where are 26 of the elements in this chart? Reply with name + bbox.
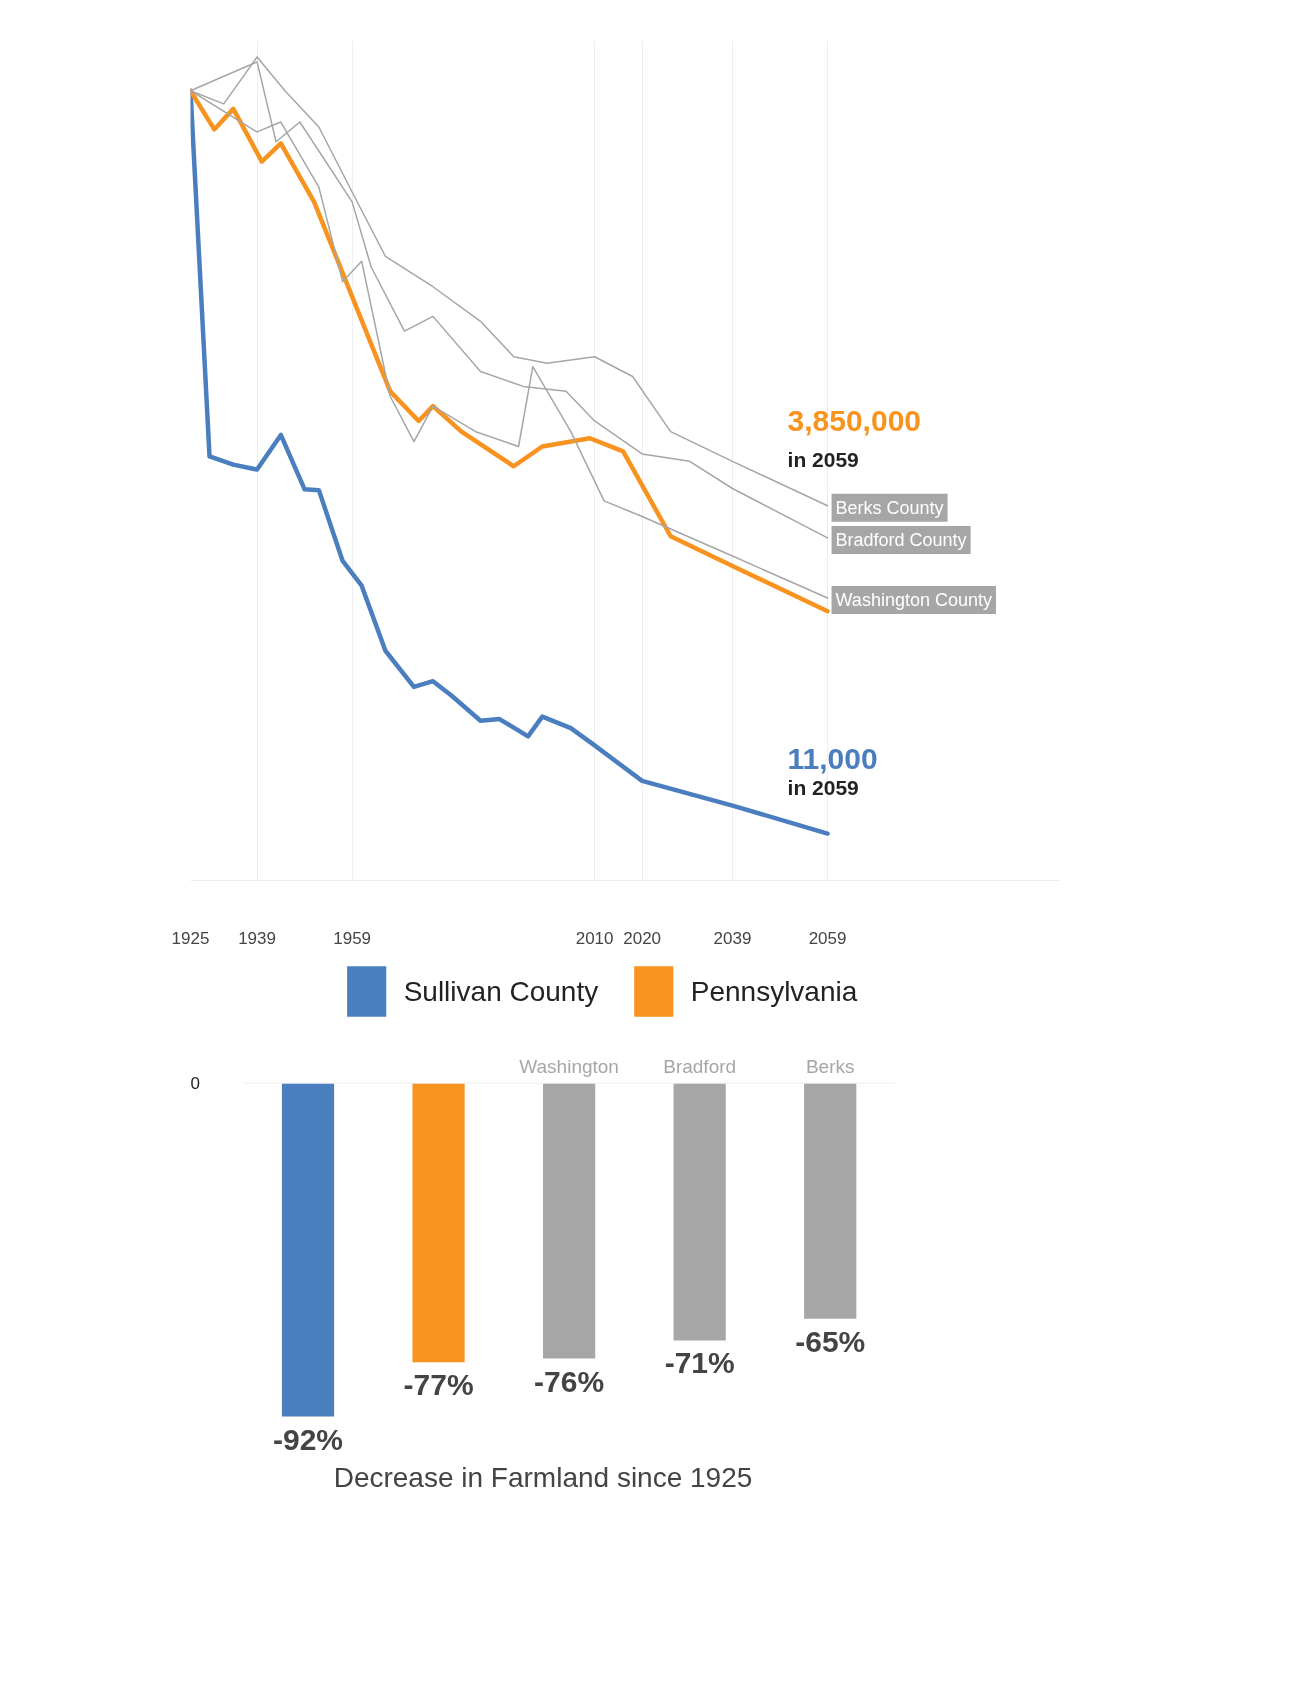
text: 0: [190, 1074, 200, 1094]
x-tick-label: 2039: [713, 928, 752, 948]
data-label: -76%: [534, 1364, 605, 1398]
legend-label: Sullivan County: [403, 976, 599, 1007]
series-label: Bradford County: [835, 529, 967, 550]
annotation: in 2059: [787, 447, 859, 471]
x-tick-label: 1925: [171, 928, 210, 948]
data-label: -71%: [664, 1346, 735, 1380]
x-tick-label: 2010: [575, 928, 614, 948]
x-axis-title: Decrease in Farmland since 1925: [333, 1461, 753, 1493]
series-label: Washington County: [835, 590, 992, 611]
x-tick-label: 2020: [623, 928, 662, 948]
data-label: -92%: [272, 1422, 344, 1456]
x-tick-label: 1939: [238, 928, 276, 948]
legend-label: Pennsylvania: [690, 976, 858, 1007]
x-tick-label: 1959: [333, 928, 372, 948]
x-tick-label: 2059: [808, 928, 847, 948]
x-tick-label: Berks: [805, 1056, 855, 1078]
annotation: 3,850,000: [787, 403, 922, 437]
annotation: in 2059: [787, 775, 859, 799]
data-label: -65%: [795, 1324, 866, 1358]
data-label: -77%: [403, 1368, 474, 1402]
x-tick-label: Bradford: [663, 1056, 737, 1078]
annotation: 11,000: [787, 741, 878, 775]
series-label: Berks County: [835, 497, 944, 518]
x-tick-label: Washington: [519, 1056, 619, 1078]
